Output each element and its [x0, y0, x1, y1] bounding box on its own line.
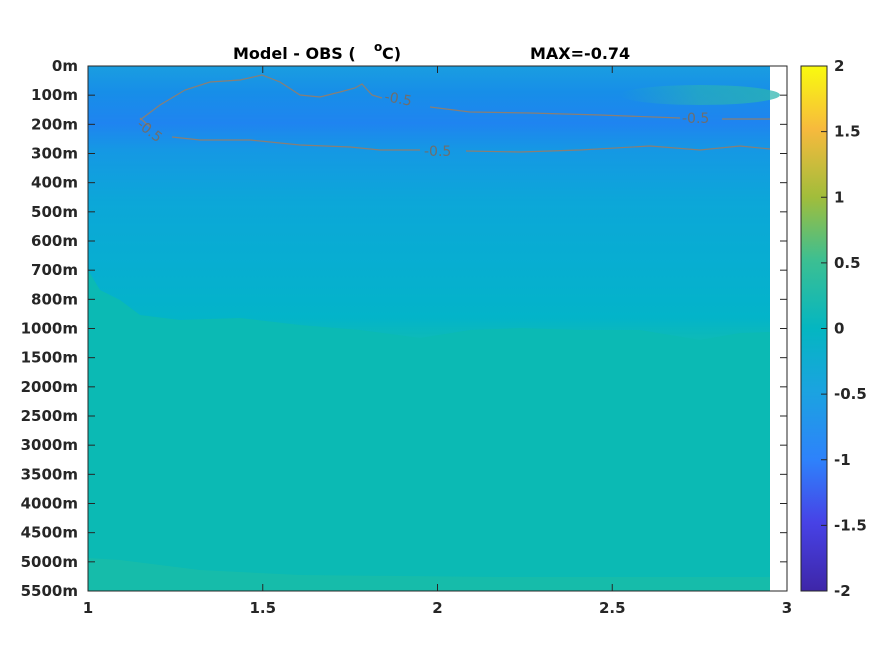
colorbar-tick-label: 1.5: [834, 123, 861, 141]
colorbar-tick-label: 0.5: [834, 254, 861, 272]
y-tick-label: 200m: [31, 115, 78, 133]
y-tick-label: 5000m: [21, 553, 78, 571]
x-tick-label: 2: [432, 599, 442, 617]
contour-label: -0.5: [424, 144, 451, 160]
plot-area: -0.5 -0.5 -0.5 -0.5: [87, 65, 788, 592]
y-tick-label: 500m: [31, 203, 78, 221]
y-tick-label: 100m: [31, 86, 78, 104]
max-label: MAX=-0.74: [530, 44, 630, 63]
colorbar-tick-label: 1: [834, 188, 844, 206]
title-unit-superscript: o: [374, 40, 382, 54]
contour-label: -0.5: [383, 89, 413, 110]
contour-line-lower: [139, 117, 771, 153]
colorbar-ticks: 2 1.5 1 0.5 0 -0.5 -1 -1.5 -2: [821, 57, 867, 600]
contour-line-upper: [139, 74, 770, 121]
y-tick-label: 3000m: [21, 436, 78, 454]
colorbar-tick-label: -1: [834, 451, 851, 469]
x-axis: 1 1.5 2 2.5 3: [83, 66, 792, 617]
colorbar: 2 1.5 1 0.5 0 -0.5 -1 -1.5 -2: [800, 57, 867, 600]
x-tick-label: 1: [83, 599, 93, 617]
y-tick-label: 4500m: [21, 524, 78, 542]
x-tick-label: 2.5: [599, 599, 626, 617]
colorbar-tick-label: 0: [834, 320, 844, 338]
y-tick-label: 300m: [31, 145, 78, 163]
y-tick-label: 3500m: [21, 465, 78, 483]
title-unit: C): [382, 44, 401, 63]
title-text: Model - OBS (: [233, 44, 356, 63]
contour-label: -0.5: [682, 111, 709, 127]
y-tick-label: 1000m: [21, 320, 78, 338]
bottom-layer: [88, 558, 770, 591]
y-tick-label: 0m: [52, 57, 78, 75]
colorbar-tick-label: -0.5: [834, 385, 867, 403]
y-tick-label: 700m: [31, 261, 78, 279]
colorbar-tick-label: 2: [834, 57, 844, 75]
surface-anomaly-east: [620, 85, 780, 105]
y-tick-label: 400m: [31, 174, 78, 192]
y-tick-label: 2000m: [21, 378, 78, 396]
y-axis: 0m 100m 200m 300m 400m 500m 600m 700m 800m 1000m 1…: [21, 57, 787, 600]
chart-title: Model - OBS ( o C) MAX=-0.74: [233, 40, 630, 63]
colorbar-tick-label: -2: [834, 582, 851, 600]
deep-water-boundary: [88, 270, 770, 591]
y-tick-label: 1500m: [21, 349, 78, 367]
y-tick-label: 5500m: [21, 582, 78, 600]
x-tick-label: 3: [782, 599, 792, 617]
x-tick-label: 1.5: [249, 599, 276, 617]
y-tick-label: 2500m: [21, 407, 78, 425]
colorbar-tick-label: -1.5: [834, 516, 867, 534]
y-tick-label: 4000m: [21, 495, 78, 513]
y-tick-label: 800m: [31, 290, 78, 308]
y-tick-label: 600m: [31, 232, 78, 250]
